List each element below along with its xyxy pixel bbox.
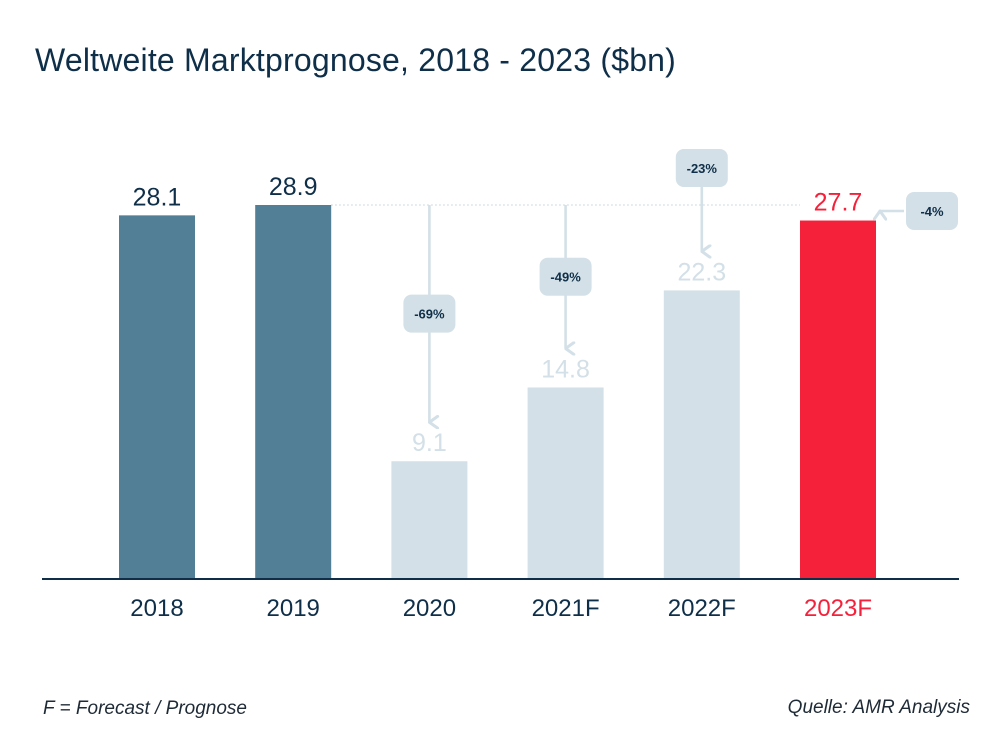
value-label-2023f: 27.7	[814, 189, 863, 217]
change-label-2022f: -23%	[687, 161, 718, 176]
bar-2021f	[527, 387, 604, 579]
change-label-2020: -69%	[414, 307, 445, 322]
bar-2020	[391, 461, 468, 579]
forecast-footnote: F = Forecast / Prognose	[43, 698, 247, 719]
value-label-2018: 28.1	[133, 183, 182, 211]
value-label-2020: 9.1	[412, 429, 447, 457]
bar-chart: 28.1 2018 28.9 2019 9.1 2020 14.8 2021F 22.3 2022…	[42, 149, 959, 622]
tick-label-2019: 2019	[267, 595, 320, 622]
tick-label-2022f: 2022F	[668, 595, 736, 622]
bar-2019	[255, 205, 332, 579]
value-label-2021f: 14.8	[541, 355, 590, 383]
change-label-2021f: -49%	[550, 270, 581, 285]
change-badge-2023f	[906, 192, 958, 230]
change-badge-2020	[403, 294, 456, 333]
tick-label-2021f: 2021F	[532, 595, 600, 622]
bar-2018	[119, 215, 195, 579]
tick-label-2018: 2018	[130, 595, 183, 622]
bar-2023f	[800, 220, 876, 579]
value-label-2019: 28.9	[269, 173, 318, 201]
tick-label-2020: 2020	[403, 595, 456, 622]
tick-label-2023f: 2023F	[804, 595, 872, 622]
source-note: Quelle: AMR Analysis	[787, 697, 970, 718]
bar-2022f	[663, 290, 740, 579]
chart-title: Weltweite Marktprognose, 2018 - 2023 ($b…	[35, 42, 677, 78]
change-badge-2022f	[675, 149, 728, 187]
change-label-2023f: -4%	[920, 204, 944, 219]
change-badge-2021f	[539, 257, 592, 296]
value-label-2022f: 22.3	[677, 258, 726, 286]
